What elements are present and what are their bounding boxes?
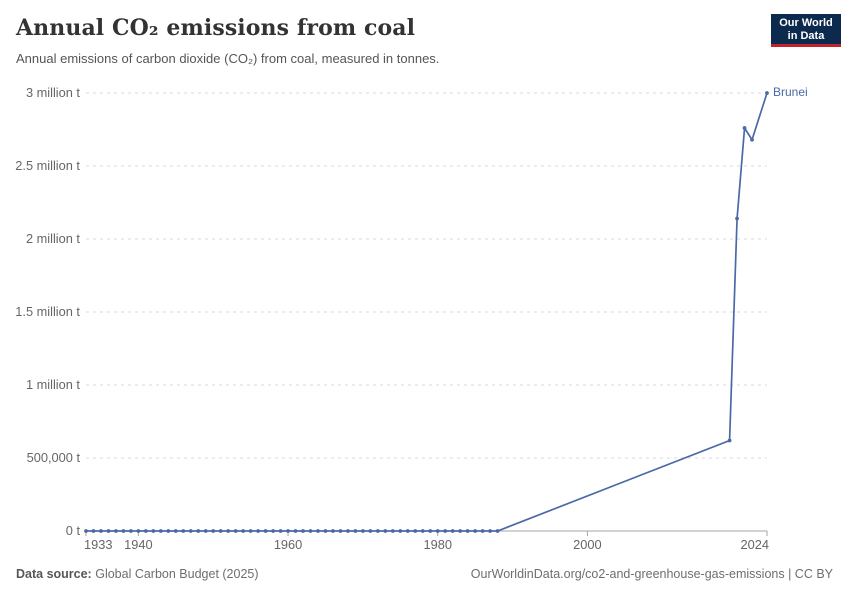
data-point [458,529,463,533]
data-point [765,91,769,95]
data-point [271,529,275,533]
data-point [473,529,478,533]
data-point [91,529,96,533]
data-point [360,529,365,533]
page-title: Annual CO₂ emissions from coal [16,15,416,41]
data-point [301,529,305,533]
data-point [331,529,335,533]
x-axis-tick-label: 1933 [84,537,113,552]
data-point [166,529,171,533]
data-point [129,529,133,533]
data-point [390,529,395,533]
data-point [211,529,216,533]
data-point [263,529,268,533]
data-point [241,529,246,533]
data-point [383,529,388,533]
data-point [188,529,193,533]
owid-logo-line1: Our World [779,17,833,29]
data-source-value: Global Carbon Budget (2025) [95,567,259,581]
y-axis-tick-label: 1.5 million t [15,304,80,319]
data-point [480,529,485,533]
data-point [742,126,747,130]
data-point [465,529,470,533]
data-point [488,529,493,533]
data-point [413,529,418,533]
chart-footer: Data source: Global Carbon Budget (2025)… [16,567,833,581]
data-point [181,529,186,533]
data-point [286,529,290,533]
data-point [143,529,148,533]
data-point [226,529,231,533]
y-axis-tick-label: 1 million t [25,377,80,392]
data-point [308,529,313,533]
data-point [233,529,238,533]
data-point [196,529,201,533]
x-axis-tick-label: 2000 [573,537,602,552]
data-point [203,529,208,533]
data-point [346,529,350,533]
y-axis-tick-label: 3 million t [25,85,80,100]
x-axis-tick-label: 1980 [423,537,452,552]
data-point [435,529,440,533]
chart-subtitle: Annual emissions of carbon dioxide (CO₂)… [16,51,440,66]
data-point [248,529,253,533]
data-point [151,529,156,533]
data-point [428,529,433,533]
data-point [106,529,111,533]
data-point [420,529,425,533]
x-axis-tick-label: 1940 [124,537,153,552]
x-axis-tick-label: 1960 [273,537,303,552]
data-point [495,529,500,533]
data-point [398,529,403,533]
y-axis-tick-label: 500,000 t [26,450,80,465]
data-point [99,529,103,533]
series-label-brunei[interactable]: Brunei [773,85,808,99]
data-point [443,529,448,533]
data-point [405,529,410,533]
data-point [114,529,118,533]
y-axis-tick-label: 0 t [65,523,80,538]
data-point [256,529,261,533]
owid-logo-line2: in Data [787,30,825,42]
data-point [368,529,373,533]
data-point [218,529,223,533]
y-axis-tick-label: 2.5 million t [15,158,80,173]
data-point [173,529,178,533]
data-point [293,529,298,533]
data-point [353,529,358,533]
data-point [375,529,380,533]
owid-citation-link[interactable]: OurWorldinData.org/co2-and-greenhouse-ga… [470,567,833,581]
x-axis-tick-label: 2024 [740,537,769,552]
data-source-note: Data source: Global Carbon Budget (2025) [16,567,259,581]
data-point [727,438,732,443]
data-point [338,529,343,533]
data-source-label: Data source: [16,567,92,581]
data-point [278,529,283,533]
data-point [750,137,754,142]
data-point [158,529,163,533]
data-point [450,529,455,533]
data-point [735,216,739,221]
y-axis-tick-label: 2 million t [25,231,80,246]
data-point [316,529,320,533]
series-line [86,92,768,532]
data-point [323,529,328,533]
owid-logo[interactable]: Our World in Data [771,14,841,47]
data-point [136,529,141,533]
data-point [121,529,126,533]
data-point [84,529,88,533]
